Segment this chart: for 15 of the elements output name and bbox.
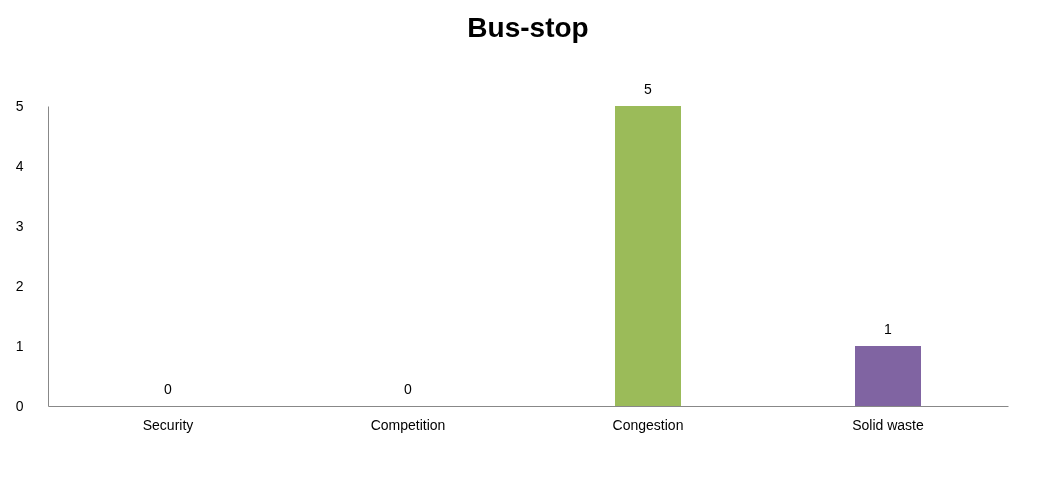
y-tick-label: 3 — [15, 217, 24, 234]
data-label: 5 — [644, 81, 653, 97]
y-tick-label: 5 — [15, 97, 24, 114]
x-tick-label: Competition — [370, 416, 446, 433]
x-tick-label: Solid waste — [852, 416, 925, 433]
y-tick-label: 0 — [15, 397, 24, 414]
x-tick-label: Congestion — [612, 416, 684, 433]
data-label: 0 — [404, 381, 413, 397]
x-tick-label: Security — [142, 416, 194, 433]
data-label: 1 — [884, 321, 893, 337]
data-label: 0 — [164, 381, 173, 397]
y-tick-label: 1 — [15, 337, 24, 354]
y-tick-label: 4 — [15, 157, 24, 174]
chart-title: Bus-stop — [467, 12, 589, 43]
y-tick-label: 2 — [15, 277, 24, 294]
